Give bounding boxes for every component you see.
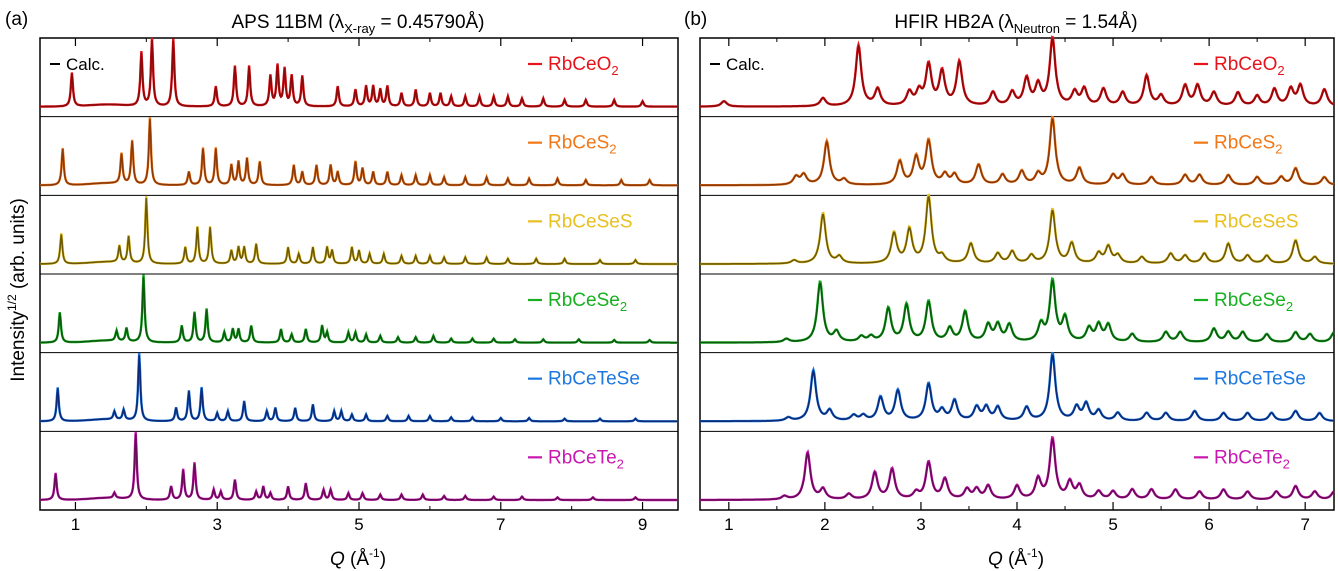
x-tick-label: 1	[71, 515, 80, 534]
legend-label: RbCeSeS	[548, 211, 633, 232]
panel-a-x-axis-label: Q (Å-1)	[330, 546, 386, 570]
x-tick-label: 5	[354, 515, 363, 534]
legend-label: RbCeS2	[1214, 133, 1282, 157]
panel-a-plot: 1 3 5 7 9 RbCeO2 RbCeS2 RbCeSeS RbCeSe2 RbCeTeSe R…	[39, 37, 679, 534]
legend-label: RbCeTe2	[1214, 447, 1290, 471]
panel-b-x-axis-label: Q (Å-1)	[988, 546, 1044, 570]
x-tick-label: 3	[916, 515, 925, 534]
calc-legend-label: Calc.	[66, 55, 105, 74]
panel-b-plot: 1 2 3 4 5 6 7 RbCeO2 RbCeS2 RbCeSeS RbCeSe2 RbCeTeS…	[699, 35, 1335, 534]
panel-a-label: (a)	[5, 9, 28, 30]
calc-legend-label: Calc.	[726, 55, 765, 74]
panel-a-title: APS 11BM (λX-ray = 0.45790Å)	[231, 12, 484, 36]
calc-line-RbCeTe2	[700, 438, 1335, 501]
legend-label: RbCeTeSe	[1214, 369, 1306, 390]
legend-label: RbCeS2	[548, 133, 616, 157]
calc-line-RbCeTeSe	[40, 355, 678, 423]
x-tick-label: 9	[638, 515, 647, 534]
calc-line-RbCeSe2	[40, 276, 678, 344]
legend-label: RbCeTe2	[548, 447, 624, 471]
x-tick-label: 7	[1300, 515, 1309, 534]
x-tick-label: 6	[1204, 515, 1213, 534]
panel-b-title: HFIR HB2A (λNeutron = 1.54Å)	[894, 12, 1137, 36]
x-tick-label: 3	[212, 515, 221, 534]
legend-label: RbCeTeSe	[548, 369, 640, 390]
x-tick-label: 5	[1108, 515, 1117, 534]
calc-line-RbCeS2	[700, 117, 1335, 186]
calc-line-RbCeTeSe	[700, 354, 1335, 422]
calc-line-RbCeTe2	[40, 433, 678, 501]
calc-line-RbCeSeS	[700, 195, 1334, 265]
calc-line-RbCeSeS	[40, 197, 678, 265]
legend-label: RbCeO2	[1214, 54, 1285, 78]
x-tick-label: 4	[1012, 515, 1021, 534]
legend-label: RbCeSe2	[1214, 290, 1293, 314]
calc-line-RbCeSe2	[700, 279, 1335, 344]
y-axis-label: Intensity1/2 (arb. units)	[5, 198, 29, 382]
legend-label: RbCeSe2	[548, 290, 627, 314]
x-tick-label: 7	[496, 515, 505, 534]
panel-b-label: (b)	[684, 9, 707, 30]
x-tick-label: 2	[820, 515, 829, 534]
x-tick-label: 1	[724, 515, 733, 534]
calc-line-RbCeO2	[40, 39, 678, 108]
calc-line-RbCeO2	[700, 38, 1335, 108]
legend-label: RbCeSeS	[1214, 211, 1299, 232]
calc-line-RbCeS2	[40, 119, 678, 187]
legend-label: RbCeO2	[548, 54, 619, 78]
